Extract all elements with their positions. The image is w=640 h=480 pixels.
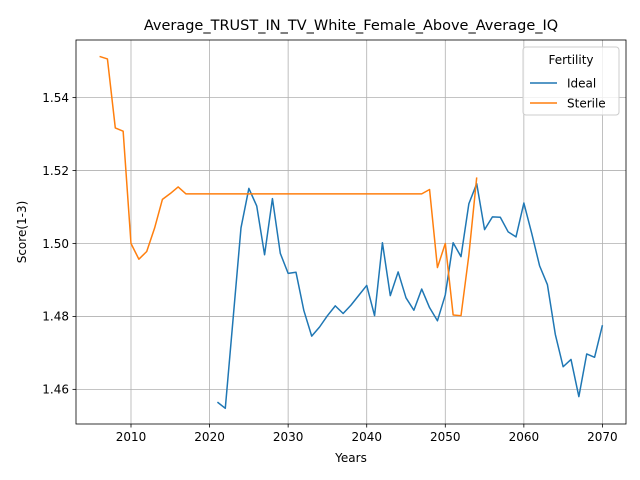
x-axis-label: Years [334,451,367,465]
legend: Fertility Ideal Sterile [522,46,620,116]
chart-title: Average_TRUST_IN_TV_White_Female_Above_A… [144,18,558,34]
x-tick-label: 2060 [509,430,540,444]
x-axis-ticks: 2010 2020 2030 2040 2050 2060 2070 [116,424,618,444]
y-tick-label: 1.48 [42,310,69,324]
legend-label-ideal: Ideal [567,76,596,90]
y-tick-label: 1.50 [42,237,69,251]
axes-frame [75,39,627,425]
x-tick-label: 2010 [116,430,147,444]
x-tick-label: 2040 [351,430,382,444]
y-axis-ticks: 1.46 1.48 1.50 1.52 1.54 [42,91,76,397]
legend-label-sterile: Sterile [567,96,606,110]
series-line-ideal [216,182,604,410]
series-lines [99,55,604,410]
legend-items: Ideal Sterile [530,76,606,110]
y-tick-label: 1.52 [42,164,69,178]
series-line-sterile [99,55,478,317]
y-tick-label: 1.46 [42,383,69,397]
x-tick-label: 2070 [587,430,618,444]
x-tick-label: 2030 [273,430,304,444]
x-tick-label: 2020 [194,430,225,444]
legend-box [522,46,620,116]
x-tick-label: 2050 [430,430,461,444]
y-axis-label: Score(1-3) [15,201,29,264]
legend-title: Fertility [548,53,593,67]
y-tick-label: 1.54 [42,91,69,105]
